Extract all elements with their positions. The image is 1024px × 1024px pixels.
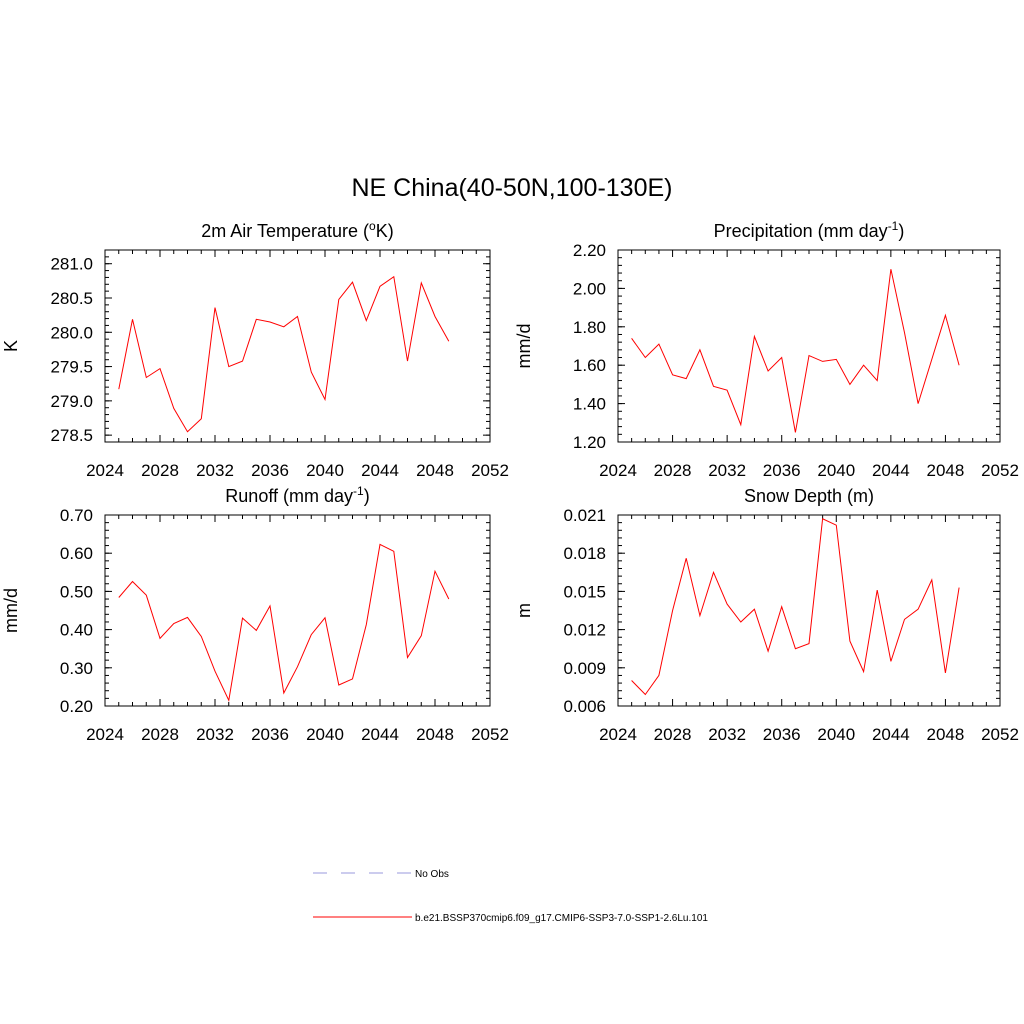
panel-title: Runoff (mm day-1) [225, 484, 369, 506]
y-tick-label: 0.009 [563, 659, 606, 678]
y-tick-label: 0.012 [563, 621, 606, 640]
x-tick-label: 2040 [306, 725, 344, 744]
x-tick-label: 2048 [927, 725, 965, 744]
x-tick-label: 2048 [416, 461, 454, 480]
x-tick-label: 2024 [599, 725, 637, 744]
panel-title: 2m Air Temperature (oK) [201, 219, 393, 241]
y-tick-label: 1.20 [573, 433, 606, 452]
x-tick-label: 2040 [817, 461, 855, 480]
x-tick-label: 2028 [141, 725, 179, 744]
series-line-runoff [118, 543, 450, 702]
y-tick-label: 0.015 [563, 582, 606, 601]
panel-title: Precipitation (mm day-1) [714, 219, 905, 241]
figure-title: NE China(40-50N,100-130E) [351, 174, 672, 202]
y-axis-label: K [1, 340, 21, 352]
y-tick-label: 0.018 [563, 544, 606, 563]
series-line-precipitation [631, 269, 960, 433]
x-tick-label: 2044 [872, 461, 910, 480]
x-tick-label: 2052 [981, 461, 1019, 480]
y-tick-label: 279.5 [50, 358, 93, 377]
x-tick-label: 2032 [708, 461, 746, 480]
x-tick-label: 2036 [763, 725, 801, 744]
y-tick-label: 0.70 [60, 506, 93, 525]
x-tick-label: 2024 [599, 461, 637, 480]
x-tick-label: 2028 [141, 461, 179, 480]
legend-label-no-obs: No Obs [415, 869, 449, 880]
x-tick-label: 2032 [196, 725, 234, 744]
y-tick-label: 0.30 [60, 659, 93, 678]
x-tick-label: 2036 [251, 725, 289, 744]
x-tick-label: 2024 [86, 461, 124, 480]
x-tick-label: 2032 [196, 461, 234, 480]
x-tick-label: 2052 [471, 725, 509, 744]
y-tick-label: 1.40 [573, 395, 606, 414]
x-tick-label: 2036 [763, 461, 801, 480]
x-tick-label: 2048 [416, 725, 454, 744]
y-tick-label: 0.60 [60, 544, 93, 563]
y-axis-label: mm/d [1, 588, 21, 633]
x-tick-label: 2036 [251, 461, 289, 480]
y-axis-label: m [514, 603, 534, 618]
y-tick-label: 0.021 [563, 506, 606, 525]
y-tick-label: 0.20 [60, 697, 93, 716]
x-tick-label: 2044 [872, 725, 910, 744]
panel-title: Snow Depth (m) [744, 486, 874, 506]
y-tick-label: 281.0 [50, 255, 93, 274]
y-tick-label: 0.50 [60, 582, 93, 601]
y-tick-label: 1.80 [573, 318, 606, 337]
y-tick-label: 0.40 [60, 621, 93, 640]
panel-snow-depth: 2024 2028 2032 2036 2040 2044 2048 2052 0.006 0.0… [514, 486, 1019, 744]
x-tick-label: 2040 [306, 461, 344, 480]
y-axis-label: mm/d [514, 324, 534, 369]
y-tick-label: 278.5 [50, 426, 93, 445]
x-tick-label: 2052 [471, 461, 509, 480]
y-tick-label: 280.0 [50, 323, 93, 342]
x-tick-label: 2048 [927, 461, 965, 480]
x-tick-label: 2052 [981, 725, 1019, 744]
legend-label-model-run: b.e21.BSSP370cmip6.f09_g17.CMIP6-SSP3-7.… [415, 913, 708, 924]
chart-panels: 2024 2028 2032 2036 2040 2044 2048 2052 278.5 279… [1, 219, 1019, 744]
x-tick-label: 2044 [361, 725, 399, 744]
y-tick-label: 280.5 [50, 289, 93, 308]
panel-air-temperature: 2024 2028 2032 2036 2040 2044 2048 2052 278.5 279… [1, 219, 509, 480]
panel-precipitation: 2024 2028 2032 2036 2040 2044 2048 2052 1.20 1.40… [514, 219, 1019, 480]
y-tick-label: 1.60 [573, 356, 606, 375]
x-tick-label: 2028 [654, 725, 692, 744]
y-tick-label: 279.0 [50, 392, 93, 411]
x-tick-label: 2024 [86, 725, 124, 744]
y-tick-label: 2.00 [573, 279, 606, 298]
legend: No Obs b.e21.BSSP370cmip6.f09_g17.CMIP6-… [313, 869, 708, 924]
x-tick-label: 2040 [817, 725, 855, 744]
x-tick-label: 2032 [708, 725, 746, 744]
series-line-air-temperature [118, 275, 450, 433]
series-line-snow-depth [631, 518, 960, 696]
y-tick-label: 0.006 [563, 697, 606, 716]
x-tick-label: 2028 [654, 461, 692, 480]
y-tick-label: 2.20 [573, 241, 606, 260]
x-tick-label: 2044 [361, 461, 399, 480]
panel-runoff: 2024 2028 2032 2036 2040 2044 2048 2052 0.20 0.30… [1, 484, 509, 744]
